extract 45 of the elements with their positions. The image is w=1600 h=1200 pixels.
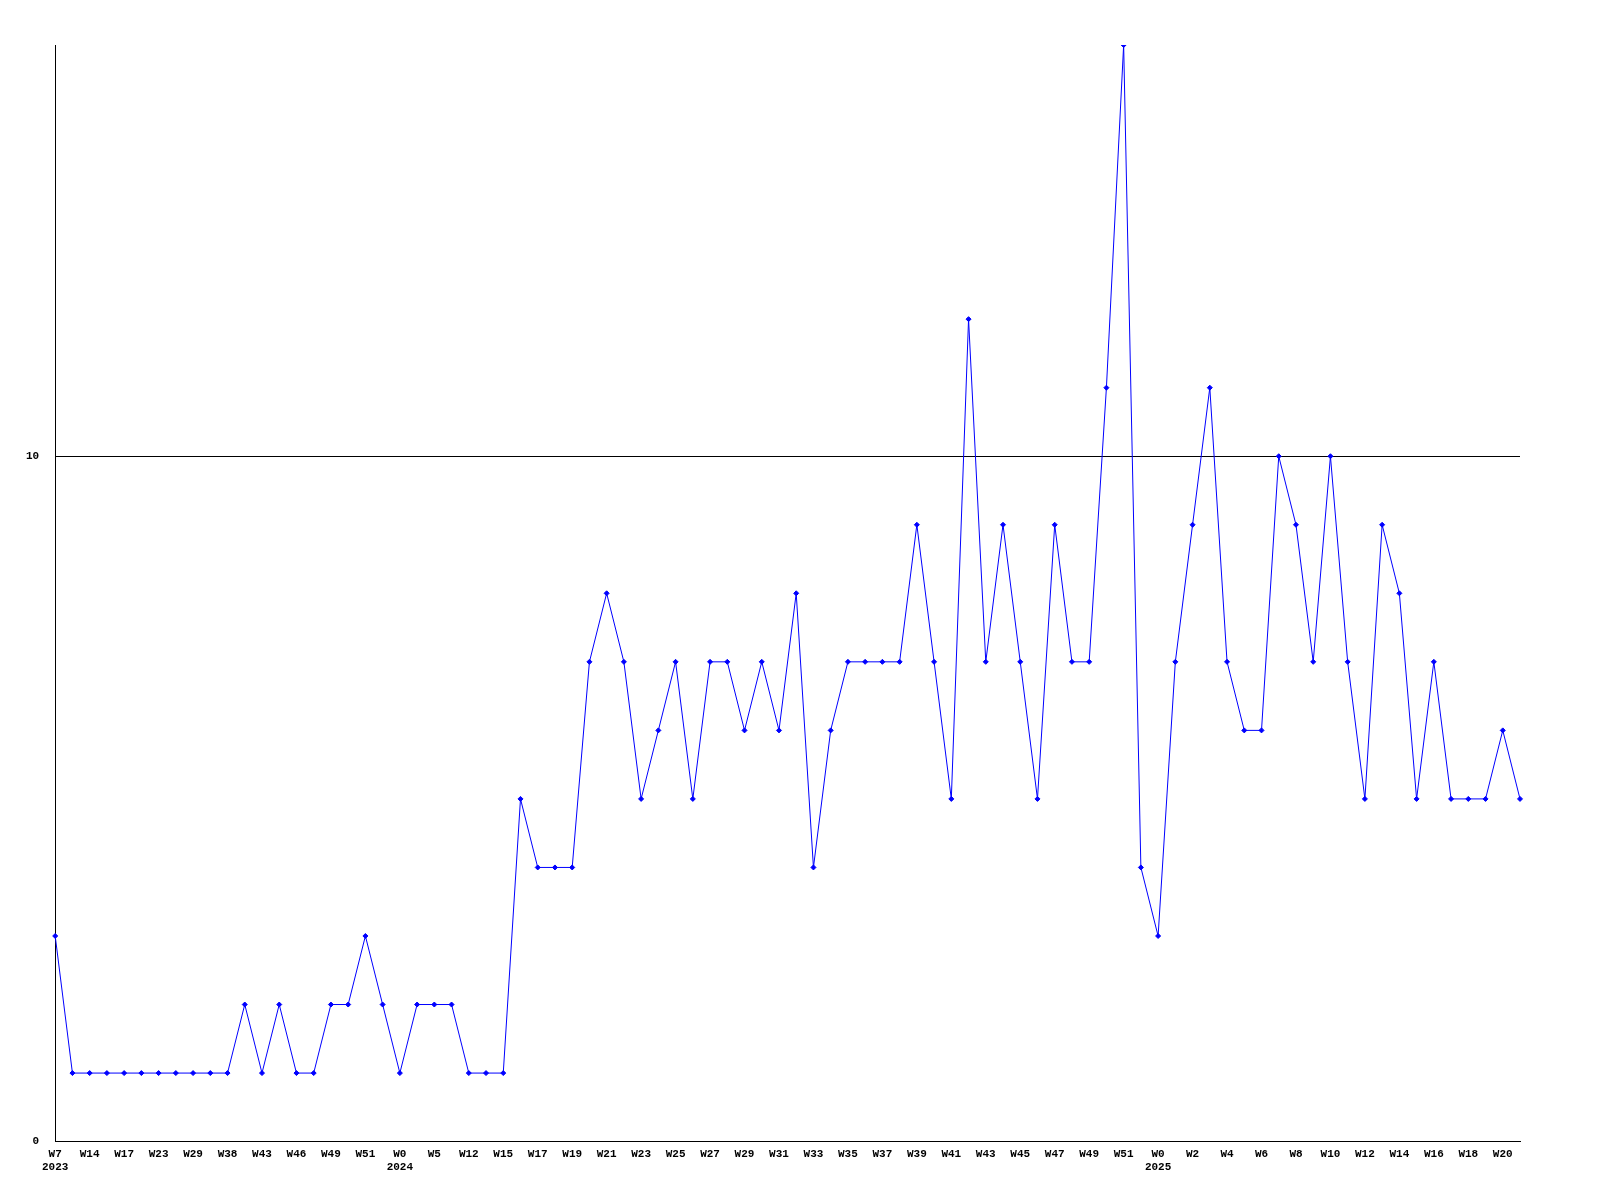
x-tick-label: W41 [941, 1147, 962, 1160]
x-tick-label: W29 [734, 1147, 755, 1160]
x-tick-label: W27 [700, 1147, 720, 1160]
x-tick-label: W5 [427, 1147, 442, 1160]
x-tick-label: W38 [217, 1147, 238, 1160]
x-tick-label: W14 [1389, 1147, 1410, 1160]
x-tick-label: W4 [1220, 1147, 1235, 1160]
x-tick-label: W51 [355, 1147, 376, 1160]
x-tick-label: W16 [1423, 1147, 1444, 1160]
y-tick-label: 10 [26, 449, 40, 462]
x-tick-label: W0 2025 [1144, 1147, 1172, 1174]
x-tick-label: W12 [1355, 1147, 1375, 1160]
x-tick-label: W35 [838, 1147, 859, 1160]
x-tick-label: W51 [1113, 1147, 1134, 1160]
x-tick-label: W49 [1079, 1147, 1100, 1160]
x-tick-label: W17 [527, 1147, 548, 1160]
x-tick-label: W21 [596, 1147, 617, 1160]
x-tick-label: W14 [79, 1147, 100, 1160]
x-tick-label: W45 [1010, 1147, 1031, 1160]
x-tick-label: W49 [321, 1147, 341, 1160]
x-tick-label: W10 [1320, 1147, 1341, 1160]
x-tick-label: W31 [769, 1147, 790, 1160]
x-tick-label: W18 [1458, 1147, 1479, 1160]
x-tick-label: W2 [1185, 1147, 1200, 1160]
x-tick-label: W15 [493, 1147, 514, 1160]
x-tick-label: W7 2023 [42, 1147, 69, 1174]
x-tick-label: W19 [562, 1147, 583, 1160]
x-tick-label: W23 [631, 1147, 652, 1160]
x-tick-label: W17 [114, 1147, 135, 1160]
x-tick-label: W29 [183, 1147, 203, 1160]
y-tick-label: 0 [32, 1135, 40, 1148]
x-tick-label: W20 [1492, 1147, 1513, 1160]
x-tick-label: W8 [1289, 1147, 1303, 1160]
x-tick-label: W39 [906, 1147, 927, 1160]
x-tick-label: W23 [148, 1147, 169, 1160]
x-tick-label: W33 [803, 1147, 824, 1160]
x-tick-label: W43 [252, 1147, 273, 1160]
x-tick-label: W25 [665, 1147, 686, 1160]
x-tick-label: W46 [286, 1147, 307, 1160]
x-tick-label: W6 [1254, 1147, 1269, 1160]
x-tick-label: W12 [458, 1147, 479, 1160]
x-tick-label: W37 [872, 1147, 893, 1160]
x-tick-label: W43 [975, 1147, 997, 1160]
x-tick-label: W47 [1044, 1147, 1065, 1160]
x-tick-label: W0 2024 [386, 1147, 414, 1174]
